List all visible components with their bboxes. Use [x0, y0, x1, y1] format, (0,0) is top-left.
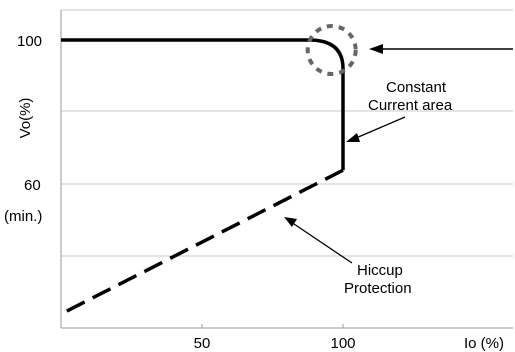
- annotation-constant-current-line1: Constant: [386, 79, 447, 96]
- circle-pointer-arrowhead: [369, 44, 383, 54]
- series-line-solid: [61, 38, 345, 171]
- y-tick-sublabel-min: (min.): [4, 208, 42, 225]
- y-axis-label: Vo(%): [17, 98, 34, 139]
- highlight-dashed-circle: [305, 24, 358, 76]
- hiccup-arrowhead: [284, 217, 297, 227]
- annotation-hiccup-line1: Hiccup: [357, 262, 403, 279]
- constant-current-arrow: [355, 116, 406, 139]
- annotation-constant-current-line2: Current area: [368, 97, 453, 114]
- x-axis-label: Io (%): [464, 335, 504, 352]
- y-tick-label-60: 60: [24, 177, 41, 194]
- annotation-hiccup-line2: Protection: [344, 280, 412, 297]
- constant-current-arrowhead: [346, 133, 360, 142]
- x-tick-label-100: 100: [330, 335, 355, 352]
- x-tick-label-50: 50: [194, 335, 211, 352]
- y-tick-label-100: 100: [17, 33, 42, 50]
- series-line-dashed: [60, 168, 344, 316]
- hiccup-arrow: [293, 223, 353, 264]
